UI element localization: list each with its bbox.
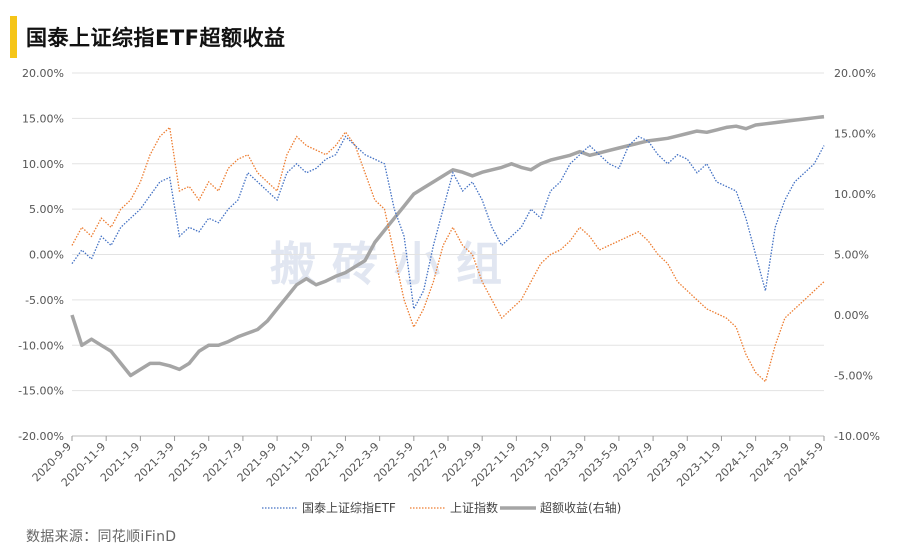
left-tick-label: 15.00% xyxy=(22,112,64,125)
right-tick-label: 5.00% xyxy=(834,249,869,262)
left-tick-label: -20.00% xyxy=(18,430,64,443)
left-tick-label: 10.00% xyxy=(22,158,64,171)
right-tick-label: -10.00% xyxy=(834,430,880,443)
right-tick-label: -5.00% xyxy=(834,370,873,383)
left-tick-label: 5.00% xyxy=(29,203,64,216)
legend-label: 国泰上证综指ETF xyxy=(302,500,396,515)
series-line-2 xyxy=(70,114,825,378)
left-axis: 20.00% 15.00% 10.00% 5.00% 0.00% -5.00% -10.00… xyxy=(18,67,64,443)
series-layer xyxy=(70,114,825,383)
watermark: 搬 砖 小 组 xyxy=(270,237,502,291)
left-tick-label: -10.00% xyxy=(18,339,64,352)
legend: 国泰上证综指ETF 上证指数 超额收益(右轴) xyxy=(262,500,621,515)
data-source: 数据来源：同花顺iFinD xyxy=(26,529,177,545)
right-tick-label: 15.00% xyxy=(834,128,876,141)
title-accent-bar xyxy=(10,16,17,58)
chart-title: 国泰上证综指ETF超额收益 xyxy=(26,26,286,50)
series-line-1 xyxy=(71,126,825,383)
right-axis: 20.00% 15.00% 10.00% 5.00% 0.00% -5.00% -10.00… xyxy=(834,67,880,443)
legend-label: 上证指数 xyxy=(450,500,498,515)
left-tick-label: 0.00% xyxy=(29,249,64,262)
series-line-0 xyxy=(71,135,825,311)
right-tick-label: 0.00% xyxy=(834,309,869,322)
left-tick-label: 20.00% xyxy=(22,67,64,80)
right-tick-label: 10.00% xyxy=(834,188,876,201)
right-tick-label: 20.00% xyxy=(834,67,876,80)
gridlines xyxy=(72,72,824,392)
left-tick-label: -15.00% xyxy=(18,385,64,398)
legend-label: 超额收益(右轴) xyxy=(540,500,621,515)
x-axis: 2020-9-92020-11-92021-1-92021-3-92021-5-… xyxy=(30,435,826,489)
left-tick-label: -5.00% xyxy=(25,294,64,307)
